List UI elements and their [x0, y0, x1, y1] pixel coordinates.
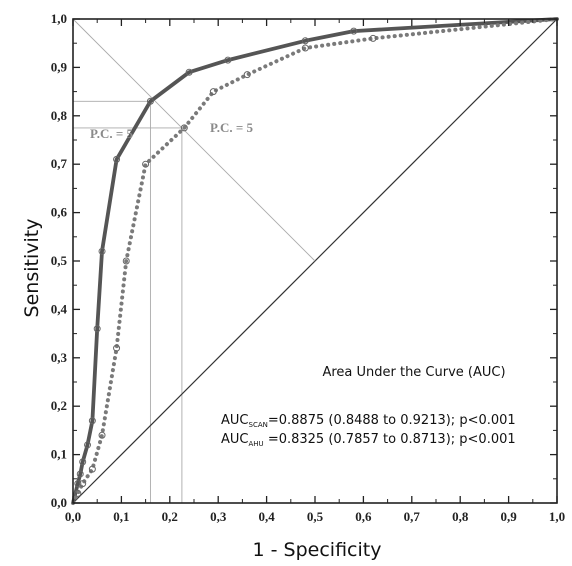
data-point-0: [79, 458, 87, 466]
cutoff-label-ahu: P.C. = 5: [210, 120, 254, 135]
auc-ahu-prefix: AUC: [221, 432, 249, 447]
y-tick-label: 0,4: [51, 301, 68, 316]
y-tick-label: 0,7: [51, 156, 68, 171]
data-point-0: [146, 97, 154, 105]
anti-diagonal: [72, 18, 316, 262]
y-tick-label: 0,6: [51, 205, 68, 220]
x-tick-label: 0,8: [452, 509, 469, 524]
data-point-0: [74, 480, 82, 488]
data-point-1: [369, 34, 377, 42]
y-tick-label: 0,0: [51, 495, 67, 510]
x-tick-label: 0,9: [500, 509, 517, 524]
x-tick-label: 0,1: [113, 509, 129, 524]
y-tick-label: 0,2: [51, 398, 67, 413]
data-point-1: [243, 71, 251, 79]
data-point-0: [93, 325, 101, 333]
x-tick-label: 0,2: [162, 509, 178, 524]
series-line-0: [71, 17, 559, 505]
plot-frame: [72, 18, 558, 504]
data-point-0: [185, 68, 193, 76]
data-point-0: [84, 441, 92, 449]
x-tick-label: 0,7: [404, 509, 421, 524]
cutoff-label-scan: P.C. = 5: [90, 126, 134, 141]
data-point-0: [224, 56, 232, 64]
auc-scan-prefix: AUC: [221, 413, 249, 428]
data-point-1: [79, 480, 87, 488]
data-point-1: [180, 124, 188, 132]
x-tick-label: 0,3: [210, 509, 227, 524]
y-tick-label: 0,3: [51, 350, 68, 365]
x-tick-label: 0,5: [307, 509, 324, 524]
auc-scan-value: =0.8875 (0.8488 to 0.9213); p<0.001: [268, 413, 516, 428]
auc-ahu-value: =0.8325 (0.7857 to 0.8713); p<0.001: [264, 432, 516, 447]
y-tick-label: 0,5: [51, 253, 68, 268]
auc-scan-line: AUCSCAN=0.8875 (0.8488 to 0.9213); p<0.0…: [221, 413, 516, 429]
data-point-0: [301, 37, 309, 45]
x-tick-label: 1,0: [549, 509, 565, 524]
auc-ahu-sub: AHU: [249, 440, 264, 448]
auc-scan-sub: SCAN: [249, 421, 268, 429]
auc-ahu-line: AUCAHU =0.8325 (0.7857 to 0.8713); p<0.0…: [221, 432, 516, 448]
y-tick-label: 0,9: [51, 59, 68, 74]
data-point-1: [113, 344, 121, 352]
series-layer: [71, 17, 559, 505]
data-point-1: [88, 465, 96, 473]
x-tick-label: 0,6: [355, 509, 372, 524]
data-point-1: [209, 88, 217, 96]
tick-labels: 0,00,0 0,1 0,1 0,2 0,2 0,3 0,3 0,4 0,4 0,5 0,5 0,6 0…: [51, 11, 565, 524]
x-axis-title: 1 - Specificity: [253, 539, 382, 561]
y-tick-label: 0,8: [51, 108, 68, 123]
x-tick-label: 0,0: [65, 509, 81, 524]
data-point-1: [122, 257, 130, 265]
data-point-1: [98, 431, 106, 439]
y-tick-label: 1,0: [51, 11, 67, 26]
data-point-0: [113, 155, 121, 163]
data-point-0: [76, 470, 84, 478]
y-axis-title: Sensitivity: [21, 219, 43, 318]
data-point-1: [301, 44, 309, 52]
y-tick-label: 0,1: [51, 447, 67, 462]
data-point-0: [350, 27, 358, 35]
data-point-0: [88, 417, 96, 425]
auc-heading: Area Under the Curve (AUC): [322, 365, 505, 380]
guide-lines: [73, 100, 183, 503]
data-point-0: [98, 247, 106, 255]
data-point-1: [74, 489, 82, 497]
data-point-1: [142, 160, 150, 168]
x-tick-label: 0,4: [258, 509, 275, 524]
